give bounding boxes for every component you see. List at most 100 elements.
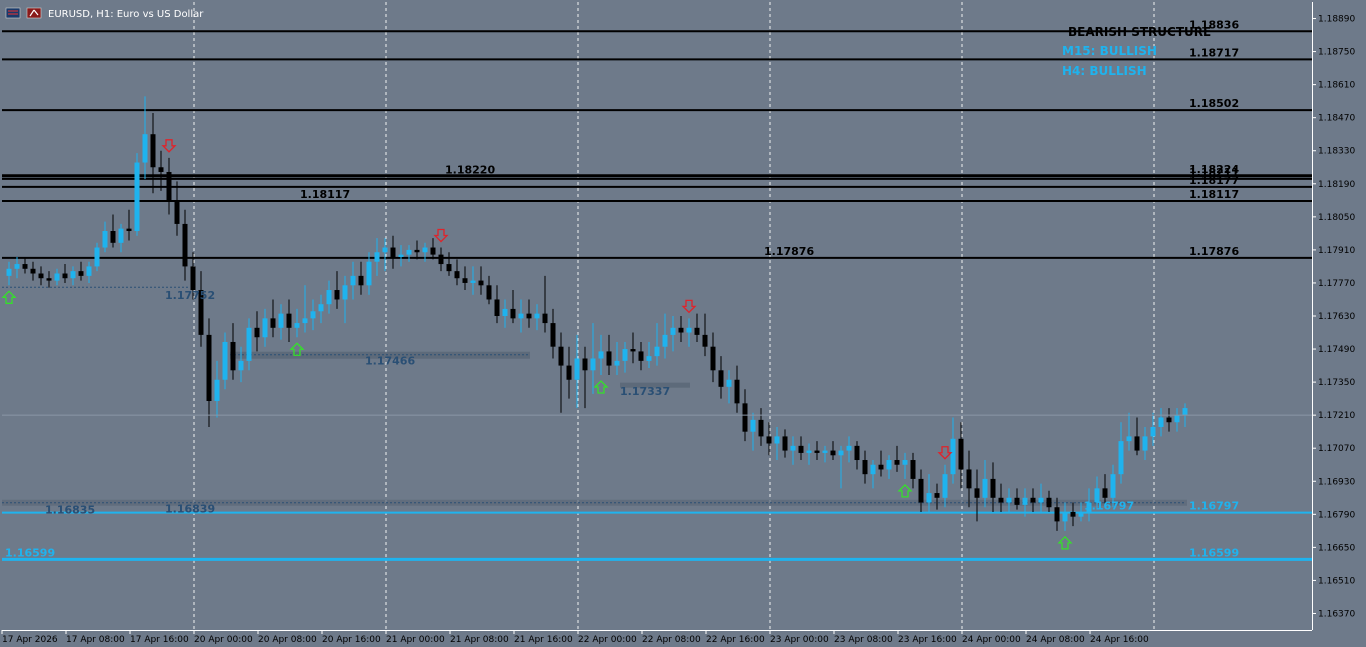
candle-body-23: [190, 266, 196, 291]
time-axis[interactable]: 17 Apr 2026 17 Apr 08:00 17 Apr 16:00 20 Ap…: [1, 630, 1312, 645]
candle-body-56: [454, 271, 460, 279]
sell-arrow-icon-7: [937, 446, 953, 460]
price-label-11: 1.17350: [1318, 378, 1355, 388]
buy-arrow-icon-2: [289, 342, 305, 356]
candle-body-64: [518, 313, 524, 319]
candle-body-11: [94, 247, 100, 267]
candle-body-125: [1006, 497, 1012, 503]
candle-body-32: [262, 318, 268, 338]
candle-body-69: [558, 346, 564, 366]
price-label-6: 1.18050: [1318, 213, 1355, 223]
time-label-2: 17 Apr 16:00: [130, 635, 189, 645]
candle-body-97: [782, 436, 788, 451]
candle-body-14: [118, 228, 124, 243]
candle-body-52: [422, 247, 428, 253]
time-label-14: 23 Apr 16:00: [898, 635, 957, 645]
candle-body-85: [686, 327, 692, 333]
price-label-9: 1.17630: [1318, 312, 1355, 322]
candle-body-48: [390, 247, 396, 257]
level-value-2: 1.18502: [1189, 97, 1239, 110]
candle-body-141: [1134, 436, 1140, 451]
time-label-6: 21 Apr 00:00: [386, 635, 445, 645]
price-axis[interactable]: 1.18890 1.18750 1.18610 1.18470 1.18330 1.181…: [1312, 0, 1366, 647]
buy-arrow-icon-4: [593, 380, 609, 394]
candle-body-113: [910, 460, 916, 479]
time-label-17: 24 Apr 16:00: [1090, 635, 1149, 645]
level-tag-8: 1.16797: [1084, 500, 1134, 513]
candle-body-74: [598, 351, 604, 359]
candle-body-45: [366, 261, 372, 286]
time-label-0: 17 Apr 2026: [2, 635, 58, 645]
candle-body-65: [526, 313, 532, 319]
candle-body-84: [678, 327, 684, 333]
level-value-9: 1.16599: [1189, 546, 1239, 559]
candle-body-20: [166, 171, 172, 201]
candle-body-116: [934, 493, 940, 498]
candle-body-57: [462, 278, 468, 283]
price-label-5: 1.18190: [1318, 180, 1355, 190]
candle-body-101: [814, 450, 820, 453]
candle-body-6: [54, 273, 60, 281]
candle-body-66: [534, 313, 540, 319]
candle-body-67: [542, 313, 548, 324]
signal-arrows: [1, 139, 1073, 550]
candle-body-0: [6, 268, 12, 276]
candle-body-17: [142, 134, 148, 163]
candle-body-123: [990, 478, 996, 498]
candle-body-124: [998, 497, 1004, 503]
candle-body-31: [254, 327, 260, 338]
candle-body-15: [126, 228, 132, 232]
time-label-10: 22 Apr 08:00: [642, 635, 701, 645]
buy-arrow-icon-0: [1, 290, 17, 304]
candle-body-71: [574, 358, 580, 380]
price-label-3: 1.18470: [1318, 114, 1355, 124]
time-label-15: 24 Apr 00:00: [962, 635, 1021, 645]
price-label-15: 1.16790: [1318, 510, 1355, 520]
candle-body-127: [1022, 497, 1028, 505]
level-tag-7: 1.16839: [165, 503, 215, 516]
candle-body-7: [62, 273, 68, 279]
candle-body-37: [302, 318, 308, 324]
candle-body-27: [222, 341, 228, 380]
level-value-1: 1.18717: [1189, 46, 1239, 59]
structure-status: BEARISH STRUCTURE: [1068, 25, 1211, 39]
time-label-11: 22 Apr 16:00: [706, 635, 765, 645]
candle-body-33: [270, 318, 276, 328]
candle-body-60: [486, 285, 492, 300]
price-label-17: 1.16510: [1318, 576, 1355, 586]
level-value-6: 1.18117: [1189, 188, 1239, 201]
sell-arrow-icon-3: [433, 228, 449, 243]
candle-body-131: [1054, 507, 1060, 522]
trading-icon: [26, 7, 42, 19]
candle-body-22: [182, 223, 188, 267]
candle-body-63: [510, 308, 516, 319]
candle-body-91: [734, 379, 740, 404]
candle-body-12: [102, 231, 108, 248]
chart-title: EURUSD, H1: Euro vs US Dollar: [48, 9, 204, 20]
time-label-16: 24 Apr 08:00: [1026, 635, 1085, 645]
candle-body-80: [646, 356, 652, 361]
price-label-2: 1.18610: [1318, 81, 1355, 91]
candle-body-13: [110, 231, 116, 243]
candle-body-44: [358, 275, 364, 286]
time-label-5: 20 Apr 16:00: [322, 635, 381, 645]
candle-body-25: [206, 334, 212, 401]
candle-body-112: [902, 460, 908, 465]
candle-body-72: [582, 358, 588, 371]
candle-body-93: [750, 419, 756, 432]
candle-body-30: [246, 327, 252, 361]
candle-body-128: [1030, 497, 1036, 503]
price-levels: 1.188361.187171.185021.182241.182111.181…: [2, 18, 1312, 561]
candle-body-53: [430, 247, 436, 255]
level-tag-2: 1.17876: [764, 245, 814, 258]
candle-body-129: [1038, 497, 1044, 503]
level-labels: 1.18220 1.18117 1.17876 1.17752 1.17466 1.173…: [5, 164, 1134, 560]
time-label-7: 21 Apr 08:00: [450, 635, 509, 645]
candle-body-89: [718, 370, 724, 387]
candle-body-145: [1166, 417, 1172, 423]
candle-body-21: [174, 200, 180, 224]
candle-body-126: [1014, 497, 1020, 505]
level-tag-0: 1.18220: [445, 164, 495, 177]
candle-body-120: [966, 469, 972, 489]
